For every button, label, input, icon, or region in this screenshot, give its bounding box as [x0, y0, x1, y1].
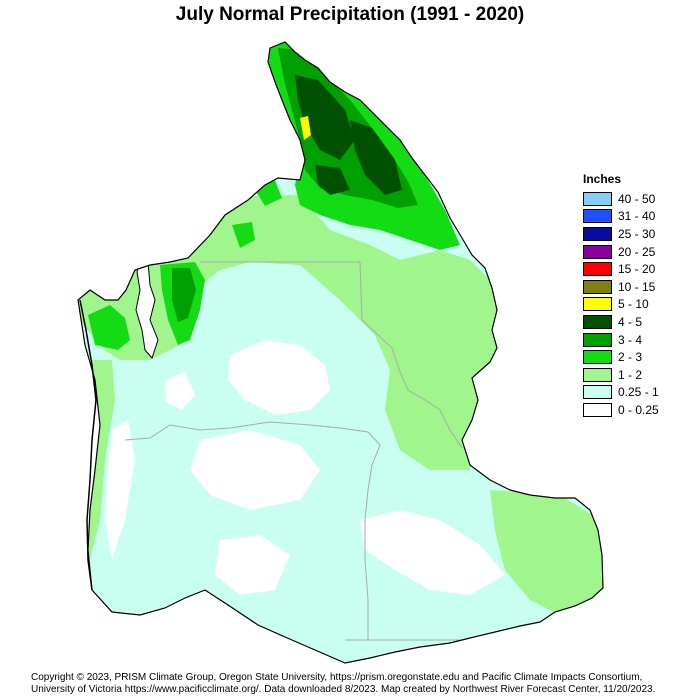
legend-swatch [583, 209, 612, 224]
zone-2-3-patch-b [255, 180, 282, 206]
legend-label: 1 - 2 [618, 367, 643, 382]
footer-line-1: Copyright © 2023, PRISM Climate Group, O… [31, 672, 643, 683]
legend-item: 4 - 5 [583, 313, 693, 331]
zone-dry-interior [165, 372, 195, 410]
zone-3-4-cascades [172, 268, 196, 322]
legend-items: 40 - 50 31 - 40 25 - 30 20 - 25 15 - 20 10 - … [583, 190, 693, 419]
zone-dry-southwest [215, 535, 290, 595]
zone-4-5-north-c [315, 165, 350, 195]
zone-4-5-north-b [350, 120, 402, 195]
legend-item: 20 - 25 [583, 243, 693, 261]
zone-2-3-patch-a [232, 222, 255, 248]
legend-label: 5 - 10 [618, 297, 649, 312]
zone-5-10 [300, 116, 311, 140]
legend-item: 15 - 20 [583, 260, 693, 278]
legend-label: 20 - 25 [618, 244, 656, 259]
legend-swatch [583, 279, 612, 294]
legend-swatch [583, 367, 612, 382]
legend-item: 0 - 0.25 [583, 401, 693, 419]
legend: Inches 40 - 50 31 - 40 25 - 30 20 - 25 15 - … [583, 172, 693, 419]
legend-swatch [583, 402, 612, 417]
legend-title: Inches [583, 172, 622, 186]
legend-swatch [583, 244, 612, 259]
map-title: July Normal Precipitation (1991 - 2020) [175, 4, 525, 25]
zone-1-2-southeast [490, 490, 603, 615]
legend-item: 31 - 40 [583, 208, 693, 226]
legend-label: 15 - 20 [618, 262, 656, 277]
legend-swatch [583, 226, 612, 241]
footer-credits: Copyright © 2023, PRISM Climate Group, O… [31, 672, 691, 696]
precipitation-map [77, 41, 604, 664]
legend-swatch [583, 332, 612, 347]
legend-swatch [583, 262, 612, 277]
coastline [79, 299, 97, 591]
zone-dry-snake-plain [360, 510, 505, 595]
footer-line-2: University of Victoria https://www.pacif… [31, 684, 656, 695]
legend-item: 0.25 - 1 [583, 384, 693, 402]
legend-label: 3 - 4 [618, 332, 643, 347]
zone-2-3-olympics [88, 305, 130, 350]
legend-item: 5 - 10 [583, 296, 693, 314]
legend-label: 40 - 50 [618, 191, 656, 206]
legend-item: 10 - 15 [583, 278, 693, 296]
zone-1-2-north [78, 195, 505, 470]
puget-sound [135, 259, 159, 359]
zone-dry-central [228, 340, 330, 415]
legend-label: 2 - 3 [618, 350, 643, 365]
legend-swatch [583, 297, 612, 312]
legend-swatch [583, 314, 612, 329]
state-boundaries [124, 261, 541, 641]
zone-dry-coast [105, 420, 135, 560]
legend-label: 4 - 5 [618, 314, 643, 329]
legend-item: 40 - 50 [583, 190, 693, 208]
legend-swatch [583, 385, 612, 400]
legend-label: 31 - 40 [618, 209, 656, 224]
legend-swatch [583, 350, 612, 365]
zone-dry-south [190, 430, 320, 510]
legend-swatch [583, 191, 612, 206]
legend-item: 1 - 2 [583, 366, 693, 384]
zone-4-5-north-a [295, 75, 355, 160]
legend-item: 2 - 3 [583, 348, 693, 366]
legend-item: 25 - 30 [583, 225, 693, 243]
legend-label: 25 - 30 [618, 226, 656, 241]
legend-label: 0 - 0.25 [618, 402, 659, 417]
legend-item: 3 - 4 [583, 331, 693, 349]
legend-label: 10 - 15 [618, 279, 656, 294]
legend-label: 0.25 - 1 [618, 385, 659, 400]
